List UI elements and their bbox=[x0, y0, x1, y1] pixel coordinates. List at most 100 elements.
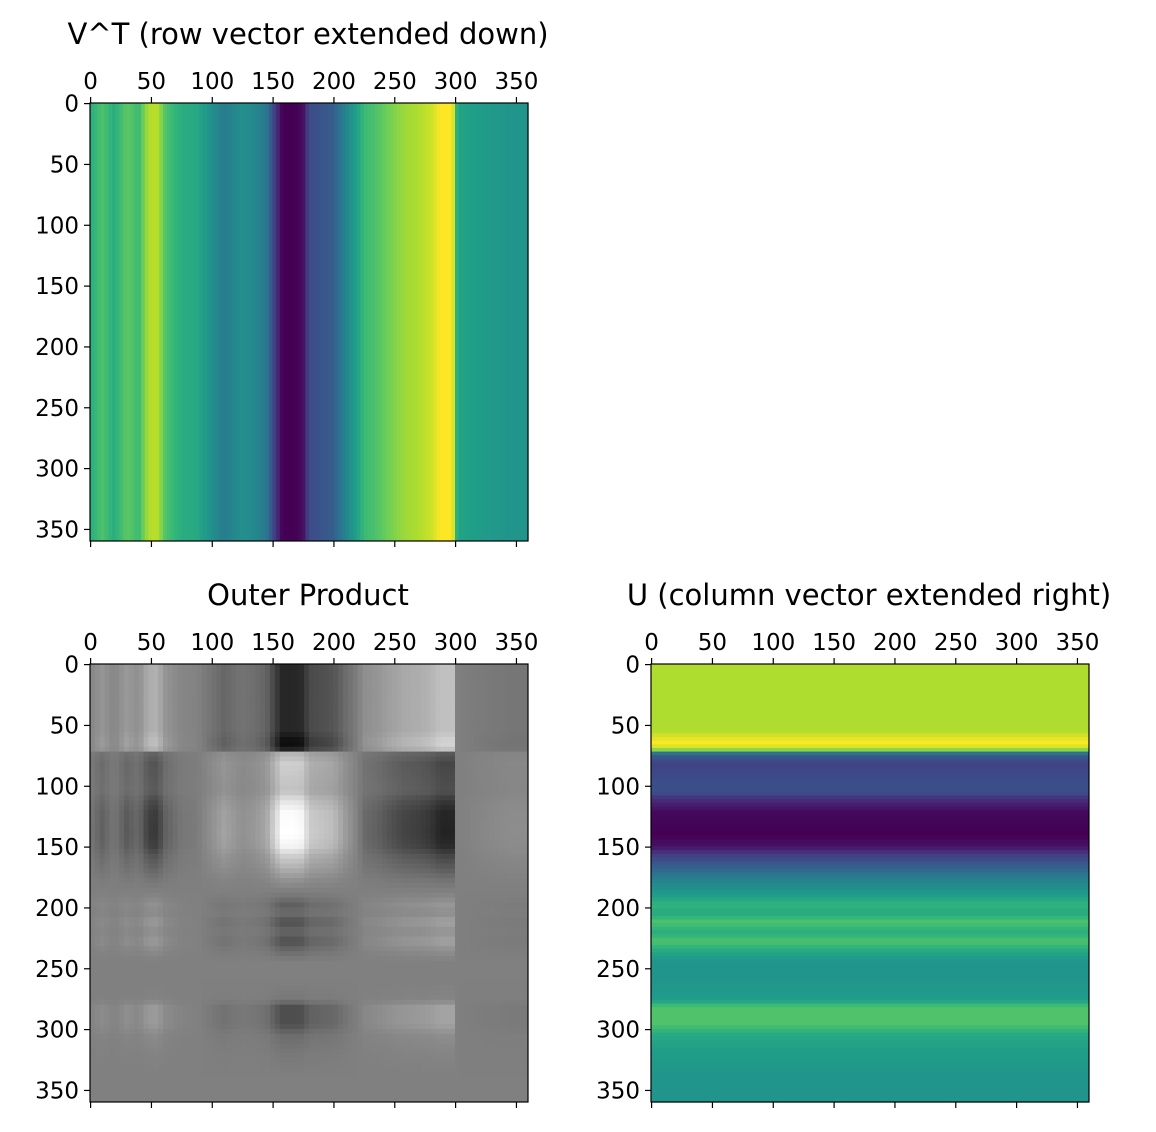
outer-cell bbox=[250, 848, 256, 855]
outer-cell bbox=[406, 805, 412, 811]
outer-cell bbox=[143, 702, 149, 709]
outer-cell bbox=[236, 887, 242, 894]
outer-cell bbox=[250, 887, 256, 894]
outer-cell bbox=[211, 800, 218, 806]
outer-cell bbox=[167, 664, 174, 670]
outer-cell bbox=[523, 707, 529, 714]
outer-cell bbox=[435, 814, 441, 821]
outer-cell bbox=[416, 902, 422, 908]
outer-cell bbox=[231, 824, 237, 830]
outer-cell bbox=[236, 712, 242, 719]
outer-cell bbox=[197, 917, 203, 923]
outer-cell bbox=[503, 717, 510, 723]
outer-cell bbox=[206, 907, 213, 913]
outer-cell bbox=[445, 698, 451, 704]
outer-cell bbox=[274, 829, 281, 835]
outer-cell bbox=[284, 664, 291, 670]
outer-cell bbox=[240, 693, 247, 699]
outer-cell bbox=[201, 664, 208, 670]
outer-cell bbox=[250, 780, 256, 787]
outer-cell bbox=[119, 702, 125, 709]
outer-cell bbox=[309, 717, 315, 723]
outer-cell bbox=[328, 766, 334, 772]
outer-cell bbox=[240, 844, 247, 850]
outer-cell bbox=[274, 727, 281, 733]
outer-cell bbox=[294, 751, 300, 757]
outer-cell bbox=[493, 761, 500, 767]
vt-stripe bbox=[115, 103, 120, 541]
outer-cell bbox=[206, 810, 213, 816]
outer-cell bbox=[109, 790, 115, 796]
outer-cell bbox=[362, 727, 368, 733]
outer-cell bbox=[250, 800, 256, 806]
outer-cell bbox=[99, 712, 106, 719]
outer-cell bbox=[255, 887, 261, 894]
outer-cell bbox=[386, 810, 393, 816]
outer-cell bbox=[435, 824, 441, 830]
outer-cell bbox=[158, 921, 164, 928]
outer-cell bbox=[104, 707, 110, 714]
outer-cell bbox=[508, 761, 514, 767]
outer-cell bbox=[430, 741, 437, 748]
outer-cell bbox=[445, 664, 451, 670]
outer-cell bbox=[396, 873, 402, 879]
outer-cell bbox=[313, 698, 320, 704]
outer-cell bbox=[192, 800, 198, 806]
outer-cell bbox=[138, 746, 145, 753]
outer-cell bbox=[153, 717, 159, 723]
outer-cell bbox=[425, 805, 432, 811]
vt-stripe bbox=[345, 103, 350, 541]
outer-cell bbox=[459, 678, 466, 684]
outer-cell bbox=[435, 863, 441, 869]
outer-cell bbox=[226, 887, 232, 894]
outer-cell bbox=[187, 883, 193, 889]
outer-cell bbox=[274, 771, 281, 777]
outer-cell bbox=[177, 844, 183, 850]
outer-cell bbox=[299, 780, 305, 787]
outer-cell bbox=[304, 907, 310, 913]
outer-cell bbox=[391, 693, 398, 699]
outer-cell bbox=[391, 858, 398, 865]
outer-cell bbox=[255, 839, 261, 845]
outer-cell bbox=[114, 673, 120, 680]
outer-cell bbox=[265, 693, 271, 699]
outer-cell bbox=[318, 746, 325, 753]
outer-cell bbox=[396, 848, 402, 855]
panel-vt: V^T (row vector extended down) 0 50 100 150… bbox=[35, 17, 549, 547]
outer-cell bbox=[187, 800, 193, 806]
outer-cell bbox=[508, 868, 514, 874]
outer-cell bbox=[94, 829, 101, 835]
outer-cell bbox=[167, 688, 174, 694]
outer-cell bbox=[109, 756, 115, 762]
outer-cell bbox=[386, 683, 393, 689]
outer-cell bbox=[420, 800, 427, 806]
outer-cell bbox=[489, 727, 495, 733]
outer-cell bbox=[343, 688, 349, 694]
outer-cell bbox=[226, 921, 232, 928]
outer-cell bbox=[114, 771, 120, 777]
outer-cell bbox=[459, 834, 466, 840]
outer-cell bbox=[489, 761, 495, 767]
outer-cell bbox=[265, 834, 271, 840]
outer-cell bbox=[313, 683, 320, 689]
outer-cell bbox=[128, 819, 135, 826]
outer-cell bbox=[167, 678, 174, 684]
outer-cell bbox=[294, 912, 300, 918]
outer-cell bbox=[255, 785, 261, 792]
outer-cell bbox=[270, 707, 276, 714]
outer-cell bbox=[236, 688, 242, 694]
outer-cell bbox=[489, 853, 495, 860]
outer-cell bbox=[362, 868, 368, 874]
outer-cell bbox=[328, 771, 334, 777]
outer-cell bbox=[508, 746, 514, 753]
outer-cell bbox=[294, 839, 300, 845]
outer-cell bbox=[489, 892, 495, 899]
outer-cell bbox=[309, 693, 315, 699]
outer-cell bbox=[99, 717, 106, 723]
outer-cell bbox=[148, 902, 154, 908]
outer-cell bbox=[440, 805, 446, 811]
outer-cell bbox=[445, 717, 451, 723]
outer-cell bbox=[114, 805, 120, 811]
outer-cell bbox=[148, 858, 154, 865]
outer-cell bbox=[206, 795, 213, 801]
